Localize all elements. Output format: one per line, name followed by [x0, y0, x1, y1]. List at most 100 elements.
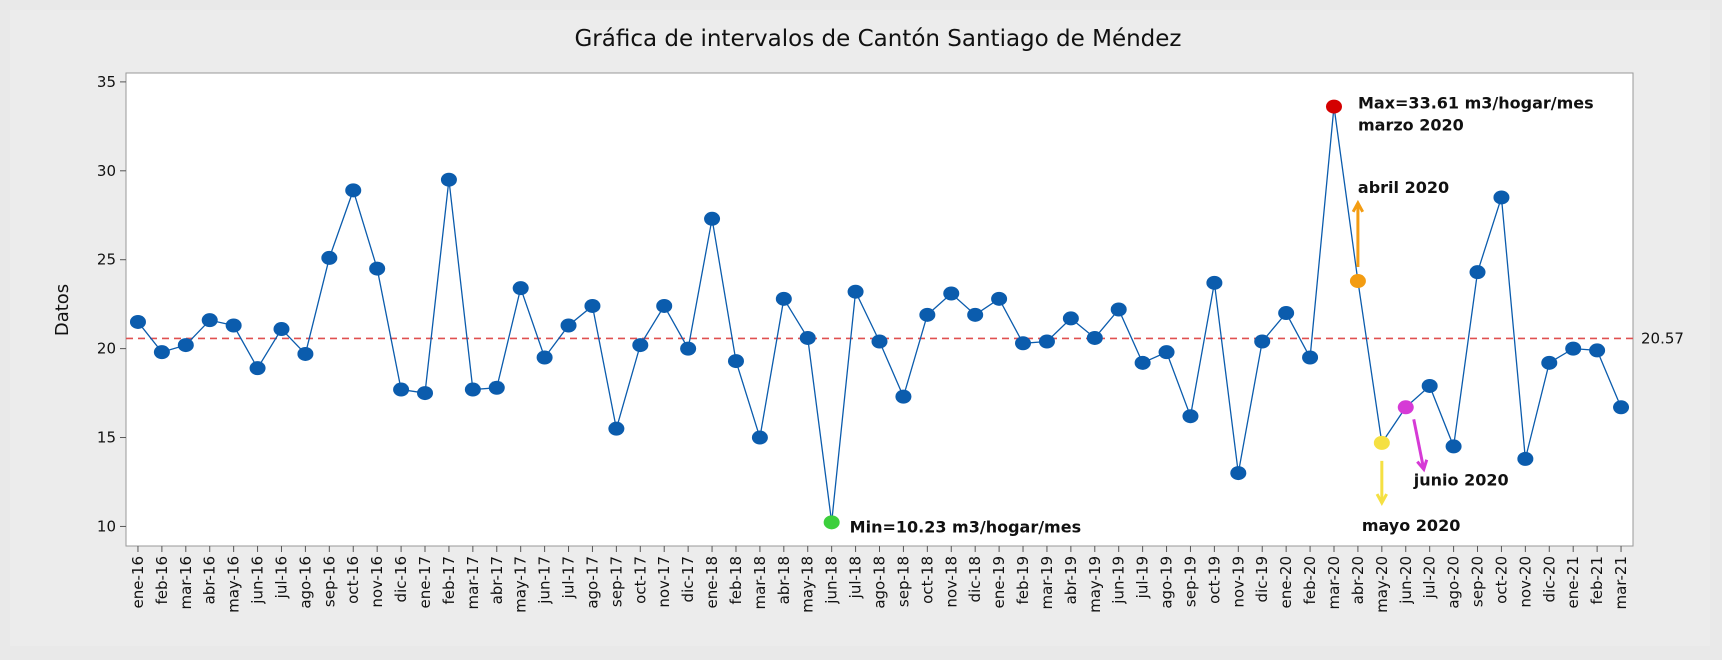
data-point [129, 314, 146, 329]
x-tick-label: ene-17 [416, 556, 434, 608]
data-point [871, 334, 888, 349]
data-point [1038, 334, 1055, 349]
data-point [1206, 275, 1223, 290]
x-tick-label: feb-21 [1588, 556, 1606, 605]
x-tick-label: jun-20 [1397, 556, 1415, 605]
data-point [1613, 400, 1630, 415]
x-tick-label: abr-17 [488, 556, 506, 604]
data-point [369, 261, 386, 276]
x-tick-label: nov-19 [1229, 556, 1247, 608]
x-tick-label: jul-19 [1134, 556, 1152, 599]
x-tick-label: dic-17 [679, 556, 697, 602]
x-tick-label: ago-18 [871, 556, 889, 609]
annotation-arrow [1412, 419, 1426, 470]
x-tick-label: dic-19 [1253, 556, 1271, 602]
x-tick-label: mar-20 [1325, 556, 1343, 610]
annotation-arrowhead [1416, 459, 1429, 473]
x-tick-label: ene-20 [1277, 556, 1295, 608]
data-point [823, 515, 840, 530]
data-point [919, 307, 936, 322]
data-point [560, 318, 577, 333]
data-point [512, 281, 529, 296]
annotation-arrowhead [1351, 199, 1365, 213]
data-point [1158, 345, 1175, 360]
x-tick-label: abr-19 [1062, 556, 1080, 604]
data-point [177, 338, 194, 353]
data-point [1110, 302, 1127, 317]
data-point [1421, 378, 1438, 393]
data-point [751, 430, 768, 445]
annotation: Min=10.23 m3/hogar/mes [850, 517, 1081, 536]
data-point [895, 389, 912, 404]
data-point [1062, 311, 1079, 326]
x-tick-label: ago-20 [1445, 556, 1463, 609]
annotation-arrowhead [1375, 493, 1388, 506]
x-tick-label: jun-16 [249, 556, 267, 605]
x-tick-label: oct-20 [1492, 556, 1510, 604]
x-tick-label: jun-18 [823, 556, 841, 605]
data-point [991, 291, 1008, 306]
data-point [704, 211, 721, 226]
data-point [1469, 265, 1486, 280]
x-tick-label: sep-20 [1469, 556, 1487, 607]
x-tick-label: sep-19 [1181, 556, 1199, 607]
annotation: abril 2020 [1358, 178, 1449, 197]
data-point [1397, 400, 1414, 415]
data-point [1086, 330, 1103, 345]
reference-label: 20.57 [1641, 329, 1684, 347]
data-point [273, 322, 290, 337]
x-tick-label: jul-16 [272, 556, 290, 599]
y-tick-label: 35 [97, 73, 116, 91]
x-tick-label: dic-18 [966, 556, 984, 602]
data-point [967, 307, 984, 322]
annotation: mayo 2020 [1362, 516, 1461, 535]
data-point [321, 250, 338, 265]
y-tick-label: 20 [97, 340, 116, 358]
y-tick-label: 10 [97, 517, 116, 535]
data-point [608, 421, 625, 436]
data-point [1589, 343, 1606, 358]
data-point [1278, 306, 1295, 321]
data-point [847, 284, 864, 299]
x-tick-label: ene-16 [129, 556, 147, 608]
data-point [464, 382, 481, 397]
x-tick-label: feb-19 [1014, 556, 1032, 605]
data-point [943, 286, 960, 301]
x-tick-label: abr-18 [775, 556, 793, 604]
x-tick-label: sep-17 [607, 556, 625, 607]
x-tick-label: mar-16 [177, 556, 195, 610]
data-point [632, 338, 649, 353]
data-point [440, 172, 457, 187]
data-point [1517, 451, 1534, 466]
x-tick-label: nov-18 [942, 556, 960, 608]
data-point [1254, 334, 1271, 349]
data-point [1015, 336, 1032, 351]
x-tick-label: jul-18 [847, 556, 865, 599]
x-tick-label: mar-18 [751, 556, 769, 610]
x-tick-label: oct-18 [918, 556, 936, 604]
x-tick-label: abr-20 [1349, 556, 1367, 604]
data-point [1349, 274, 1366, 289]
x-tick-label: sep-16 [320, 556, 338, 607]
x-tick-label: jun-19 [1110, 556, 1128, 605]
x-tick-label: abr-16 [201, 556, 219, 604]
x-tick-label: ago-16 [296, 556, 314, 609]
x-tick-label: oct-16 [344, 556, 362, 604]
data-point [1541, 355, 1558, 370]
x-tick-label: jul-20 [1421, 556, 1439, 599]
x-tick-label: nov-17 [655, 556, 673, 608]
x-tick-label: oct-17 [631, 556, 649, 604]
data-point [536, 350, 553, 365]
data-point [297, 346, 314, 361]
data-point [417, 386, 434, 401]
x-tick-label: dic-20 [1540, 556, 1558, 602]
data-point [488, 380, 505, 395]
x-tick-label: jun-17 [536, 556, 554, 605]
x-tick-label: mar-19 [1038, 556, 1056, 610]
data-point [201, 313, 218, 328]
x-tick-label: jul-17 [560, 556, 578, 599]
x-tick-label: nov-20 [1516, 556, 1534, 608]
data-point [393, 382, 410, 397]
x-tick-label: ene-19 [990, 556, 1008, 608]
